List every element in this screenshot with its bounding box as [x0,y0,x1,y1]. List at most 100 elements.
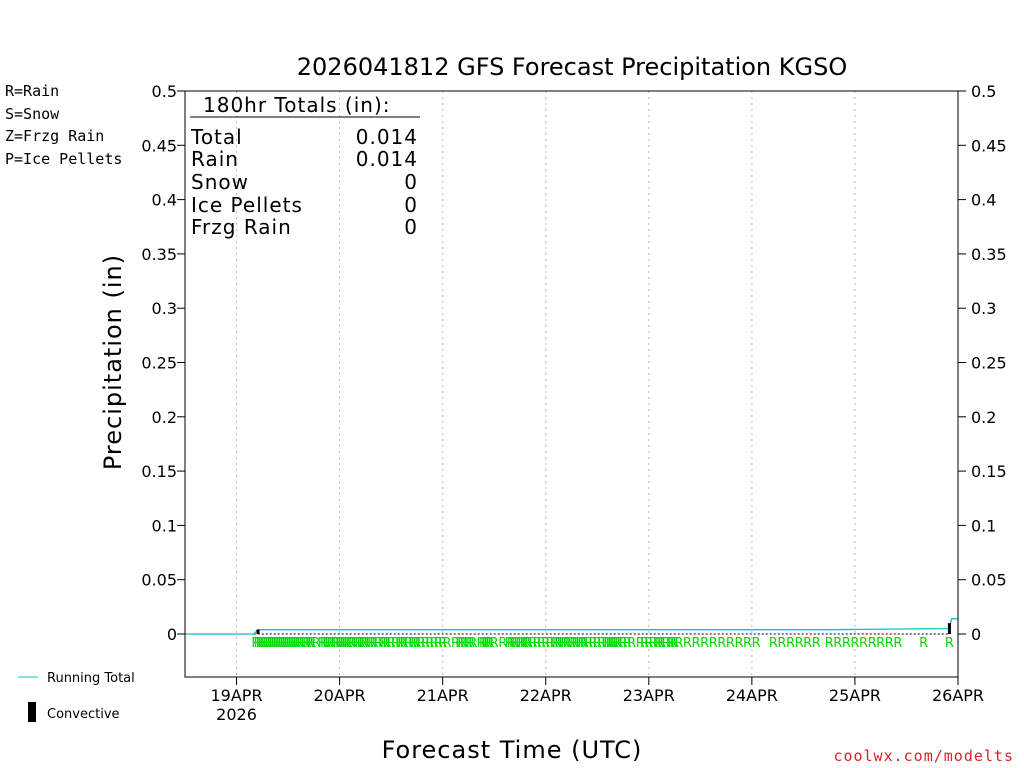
precip-type-marker: R [326,636,335,651]
precip-type-marker: R [369,636,378,651]
precip-type-marker: R [576,636,585,651]
precip-type-marker: R [253,636,262,651]
precip-type-marker: R [357,636,366,651]
precip-type-marker: R [606,636,615,651]
precip-type-marker: R [546,636,555,651]
precip-type-marker: R [850,636,859,651]
precip-type-marker: R [425,636,434,651]
y-axis-label: Precipitation (in) [99,254,127,470]
precip-type-marker: R [825,636,834,651]
precip-type-legend: R=Rain S=Snow Z=Frzg Rain P=Ice Pellets [5,82,122,168]
running-total-line [185,618,958,635]
convective-key-label: Convective [47,707,120,722]
precip-type-marker: R [322,636,331,651]
precip-type-marker: R [354,636,363,651]
precip-type-marker: R [391,636,400,651]
totals-value-total: 0.014 [356,125,418,149]
precip-type-marker: R [558,636,567,651]
precip-type-marker: R [655,636,664,651]
precip-type-marker: R [520,636,529,651]
precip-type-marker: R [408,636,417,651]
precip-type-marker: R [601,636,610,651]
x-tick-label: 22APR [520,686,572,705]
x-tick-label: 23APR [623,686,675,705]
precip-type-marker: R [593,636,602,651]
precip-type-marker: R [561,636,570,651]
precip-type-marker: R [554,636,563,651]
grid-lines [236,91,948,677]
precip-type-marker: R [311,636,320,651]
totals-label-rain: Rain [191,147,239,171]
precip-type-marker: R [269,636,278,651]
precip-type-marker: R [273,636,282,651]
x-tick-label: 20APR [314,686,366,705]
precip-type-marker: R [365,636,374,651]
precip-type-marker: R [303,636,312,651]
y-tick-label-left: 0.15 [141,462,177,481]
precip-type-marker: R [378,636,387,651]
precip-type-marker: R [318,636,327,651]
precip-type-marker: R [260,636,269,651]
y-tick-label-left: 0.35 [141,245,177,264]
precip-type-marker: R [455,636,464,651]
precip-type-marker: R [640,636,649,651]
series-layer [185,618,958,635]
precip-type-marker: R [324,636,333,651]
y-tick-label-right: 0.1 [971,516,996,535]
precip-type-marker: R [683,636,692,651]
precip-type-marker: R [331,636,340,651]
precip-type-marker: R [668,636,677,651]
precip-type-marker: R [649,636,658,651]
totals-value-snow: 0 [404,170,418,194]
precip-type-markers: RRRRRRRRRRRRRRRRRRRRRRRRRRRRRRRRRRRRRRRR… [251,636,954,651]
precip-type-marker: R [584,636,593,651]
x-axis-label: Forecast Time (UTC) [382,736,643,764]
precip-type-marker: R [563,636,572,651]
totals-value-ice-pellets: 0 [404,193,418,217]
running-total-key-label: Running Total [47,671,135,686]
precip-type-marker: R [524,636,533,651]
precip-type-marker: R [537,636,546,651]
precip-type-marker: R [281,636,290,651]
precip-type-marker: R [777,636,786,651]
precip-type-marker: R [333,636,342,651]
precip-type-marker: R [481,636,490,651]
precip-type-marker: R [614,636,623,651]
precip-type-marker: R [294,636,303,651]
precip-type-marker: R [307,636,316,651]
precip-type-marker: R [335,636,344,651]
precip-type-marker: R [692,636,701,651]
precip-type-marker: R [769,636,778,651]
credit-text: coolwx.com/modelts [833,747,1014,765]
precip-type-marker: R [284,636,293,651]
plot-frame [184,90,959,678]
y-tick-label-left: 0.3 [152,299,177,318]
precip-type-marker: R [717,636,726,651]
precip-type-marker: R [498,636,507,651]
precip-type-marker: R [533,636,542,651]
precip-type-marker: R [700,636,709,651]
x-tick-label: 21APR [417,686,469,705]
totals-label-snow: Snow [191,170,249,194]
precip-type-marker: R [726,636,735,651]
precip-type-marker: R [361,636,370,651]
precip-type-marker: R [571,636,580,651]
precip-type-marker: R [945,636,954,651]
precip-type-marker: R [670,636,679,651]
precip-type-marker: R [893,636,902,651]
precip-type-marker: R [292,636,301,651]
precip-type-marker: R [666,636,675,651]
totals-label-frzg-rain: Frzg Rain [191,215,292,239]
precip-type-marker: R [262,636,271,651]
precip-type-marker: R [515,636,524,651]
precip-type-marker: R [417,636,426,651]
legend-frzg-rain: Z=Frzg Rain [5,127,104,145]
y-tick-label-left: 0.4 [152,191,177,210]
precip-type-marker: R [578,636,587,651]
precip-type-marker: R [380,636,389,651]
y-tick-label-right: 0.25 [971,354,1007,373]
precip-type-marker: R [803,636,812,651]
precip-type-marker: R [305,636,314,651]
precip-type-marker: R [627,636,636,651]
